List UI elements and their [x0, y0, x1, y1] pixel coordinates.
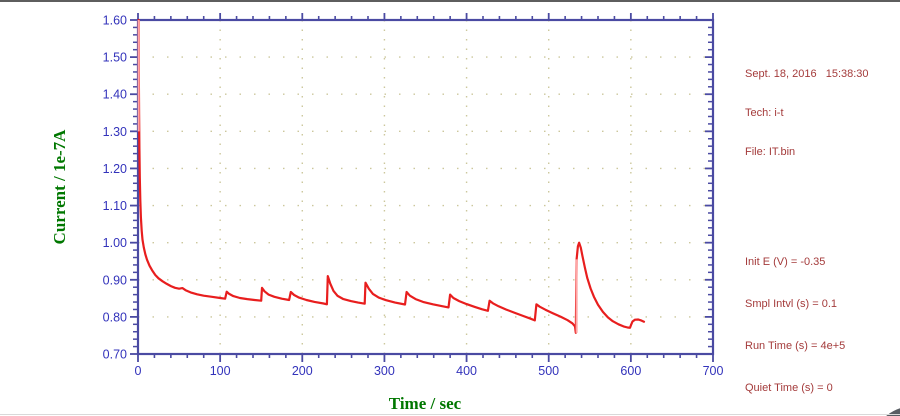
x-tick-label: 200	[292, 364, 313, 378]
filename-text: File: IT.bin	[745, 146, 796, 158]
technique-text: Tech: i-t	[745, 107, 784, 119]
y-tick-label: 1.20	[103, 162, 127, 176]
y-tick-label: 1.30	[103, 125, 127, 139]
param-smpl-intvl: Smpl Intvl (s) = 0.1	[745, 298, 838, 310]
param-quiet-time: Quiet Time (s) = 0	[745, 382, 833, 394]
y-tick-label: 0.90	[103, 273, 127, 287]
param-init-e: Init E (V) = -0.35	[745, 256, 826, 268]
experiment-parameters: Init E (V) = -0.35 Smpl Intvl (s) = 0.1 …	[745, 227, 869, 416]
x-axis-title: Time / sec	[388, 394, 462, 413]
x-tick-label: 500	[538, 364, 559, 378]
y-tick-label: 1.50	[103, 51, 127, 65]
x-tick-label: 0	[135, 364, 142, 378]
x-tick-label: 600	[620, 364, 641, 378]
x-tick-label: 100	[210, 364, 231, 378]
y-tick-label: 1.60	[103, 14, 127, 28]
y-tick-label: 1.40	[103, 88, 127, 102]
plot-frame	[136, 18, 715, 356]
param-run-time: Run Time (s) = 4e+5	[745, 340, 846, 352]
y-tick-label: 0.80	[103, 310, 127, 324]
y-tick-label: 0.70	[103, 348, 127, 362]
data-curve	[137, 18, 646, 334]
y-axis-title: Current / 1e-7A	[50, 129, 69, 245]
bottom-divider	[0, 414, 900, 415]
x-tick-label: 400	[456, 364, 477, 378]
experiment-header: Sept. 18, 2016 15:38:30 Tech: i-t File: …	[745, 42, 869, 185]
x-tick-label: 300	[374, 364, 395, 378]
experiment-info-panel: Sept. 18, 2016 15:38:30 Tech: i-t File: …	[745, 16, 869, 416]
y-tick-label: 1.10	[103, 199, 127, 213]
x-tick-label: 700	[703, 364, 724, 378]
datetime-text: Sept. 18, 2016 15:38:30	[745, 68, 869, 80]
y-tick-label: 1.00	[103, 236, 127, 250]
